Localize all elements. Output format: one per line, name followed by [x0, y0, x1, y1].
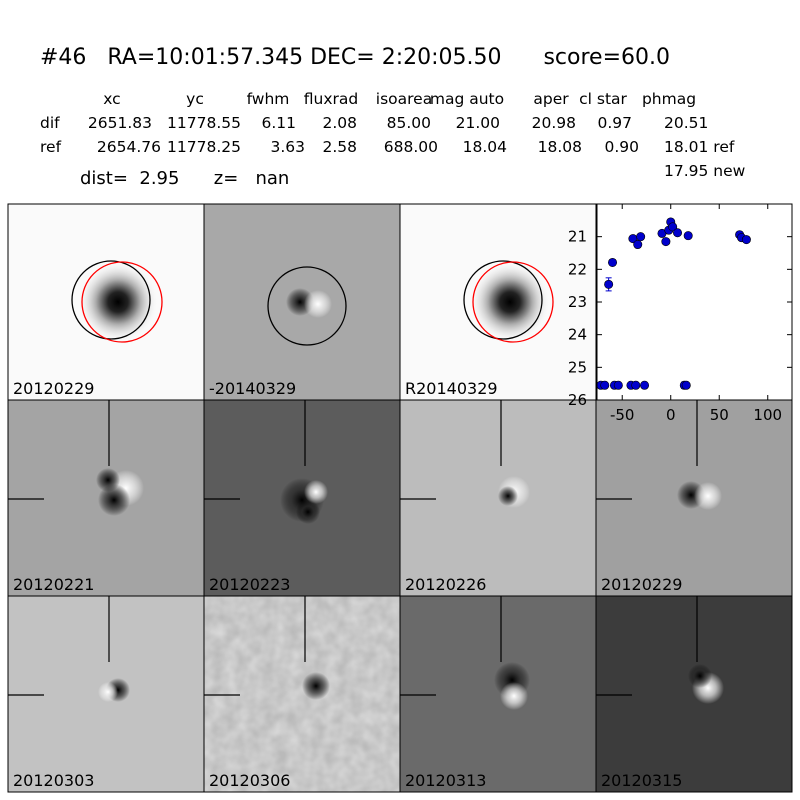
plot-background: [597, 204, 792, 400]
panel-label: -20140329: [209, 379, 296, 398]
source-blob: [98, 484, 130, 516]
panel-label: 20120306: [209, 771, 290, 790]
data-point: [608, 257, 618, 267]
aperture-circle: [472, 261, 554, 343]
source-blob: [470, 262, 550, 342]
table-cell: 11778.25: [167, 138, 241, 156]
table-cell: 3.63: [270, 138, 305, 156]
source-blob: [304, 480, 328, 504]
table-cell: 21.00: [456, 114, 500, 132]
dist-line: dist= 2.95 z= nan: [80, 168, 289, 189]
table-cell: 18.04: [463, 138, 507, 156]
y-tick-label: 26: [568, 391, 587, 409]
source-blob: [96, 468, 120, 492]
aperture-circle: [81, 261, 163, 343]
image-noise: [204, 596, 400, 792]
column-header: mag auto: [430, 90, 504, 108]
table-cell: 20.51: [664, 114, 708, 132]
row-label: dif: [40, 114, 60, 132]
table-cell: 2.58: [322, 138, 357, 156]
source-blob: [78, 262, 158, 342]
table-cell: 2651.83: [88, 114, 152, 132]
y-tick-label: 23: [568, 293, 587, 311]
data-point: [600, 380, 610, 390]
column-header: aper: [533, 90, 569, 108]
column-header: fluxrad: [304, 90, 358, 108]
column-header: isoarea: [376, 90, 432, 108]
y-tick-label: 21: [568, 228, 587, 246]
column-header: fwhm: [247, 90, 290, 108]
table-cell: 2.08: [322, 114, 357, 132]
panel-label: 20120229: [601, 575, 682, 594]
image-background: [400, 596, 596, 792]
column-header: cl star: [579, 90, 627, 108]
data-point: [613, 380, 623, 390]
panel-label: 20120226: [405, 575, 486, 594]
source-blob: [694, 482, 722, 510]
y-tick-label: 22: [568, 260, 587, 278]
panel-label: 20120229: [13, 379, 94, 398]
aperture-circle: [463, 260, 543, 340]
panel-label: 20120303: [13, 771, 94, 790]
data-point: [631, 380, 641, 390]
data-point: [683, 231, 693, 241]
source-blob: [302, 672, 330, 700]
x-tick-label: 0: [666, 406, 676, 424]
aperture-circle: [267, 266, 347, 346]
source-blob: [98, 682, 118, 702]
row-label: ref: [40, 138, 62, 156]
data-point: [640, 380, 650, 390]
table-cell: 11778.55: [167, 114, 241, 132]
panel-label: R20140329: [405, 379, 498, 398]
source-blob: [500, 682, 528, 710]
column-header: yc: [186, 90, 204, 108]
table-cell: 0.97: [597, 114, 632, 132]
source-blob: [304, 290, 332, 318]
column-header: xc: [103, 90, 120, 108]
source-blob: [296, 500, 320, 524]
data-point: [633, 240, 643, 250]
panel-label: 20120315: [601, 771, 682, 790]
data-point: [636, 232, 646, 242]
data-point: [668, 222, 678, 232]
source-blob: [498, 486, 518, 506]
aperture-circle: [71, 260, 151, 340]
image-background: [400, 400, 596, 596]
table-cell: 6.11: [261, 114, 296, 132]
x-tick-label: -50: [610, 406, 635, 424]
panel-frame: [595, 595, 793, 793]
panel-label: 20120223: [209, 575, 290, 594]
table-cell: 0.90: [604, 138, 639, 156]
data-point: [604, 279, 614, 289]
table-cell: 18.08: [538, 138, 582, 156]
table-cell: 688.00: [384, 138, 438, 156]
table-cell: 18.01 ref: [664, 138, 735, 156]
panel-label: 20120313: [405, 771, 486, 790]
table-note: 17.95 new: [664, 162, 746, 180]
column-header: phmag: [642, 90, 696, 108]
x-tick-label: 50: [710, 406, 729, 424]
x-tick-label: 100: [753, 406, 782, 424]
y-tick-label: 25: [568, 358, 587, 376]
title: #46 RA=10:01:57.345 DEC= 2:20:05.50 scor…: [40, 45, 670, 70]
data-point: [681, 380, 691, 390]
table-cell: 20.98: [532, 114, 576, 132]
plot-frame: [596, 203, 793, 401]
source-blob: [688, 664, 712, 688]
data-point: [673, 228, 683, 238]
y-tick-label: 24: [568, 326, 587, 344]
table-cell: 85.00: [387, 114, 431, 132]
table-cell: 2654.76: [97, 138, 161, 156]
data-point: [661, 237, 671, 247]
data-point: [741, 235, 751, 245]
panel-label: 20120221: [13, 575, 94, 594]
